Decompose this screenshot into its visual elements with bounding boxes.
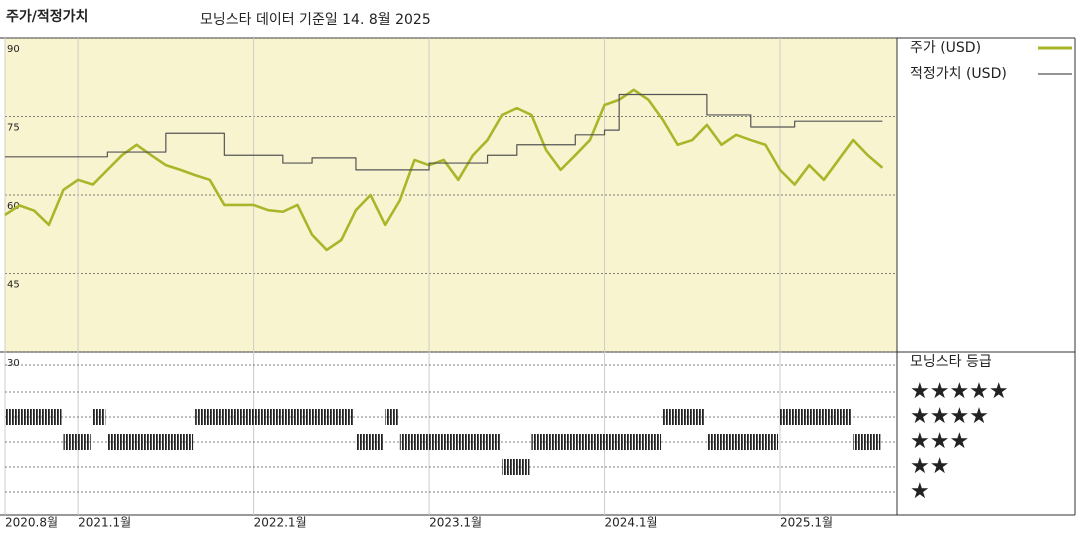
rating-bar: [663, 409, 705, 425]
rating-bar: [195, 409, 354, 425]
rating-bar: [706, 434, 779, 450]
legend-label: 주가 (USD): [910, 40, 981, 56]
x-tick-label: 2023.1월: [429, 516, 482, 530]
chart-subtitle: 모닝스타 데이터 기준일 14. 8월 2025: [200, 12, 431, 28]
rating-bar: [853, 434, 881, 450]
x-tick-label: 2021.1월: [78, 516, 131, 530]
rating-level-label: ★★★★: [910, 404, 989, 429]
y-tick-label: 75: [7, 123, 20, 134]
fair-value-line: [5, 93, 883, 171]
x-tick-label: 2020.8월: [5, 516, 58, 530]
price-line: [4, 88, 884, 252]
rating-bar: [5, 409, 62, 425]
rating-bar: [92, 409, 106, 425]
rating-level-label: ★★★★★: [910, 379, 1009, 404]
rating-bar: [780, 409, 852, 425]
chart-title: 주가/적정가치: [6, 8, 88, 25]
y-tick-label: 90: [7, 44, 20, 55]
rating-bar: [502, 459, 530, 475]
rating-bar: [531, 434, 662, 450]
rating-bar: [399, 434, 501, 450]
x-tick-label: 2025.1월: [780, 516, 833, 530]
rating-level-label: ★★★: [910, 429, 969, 454]
rating-bar: [355, 434, 384, 450]
y-tick-label: 60: [7, 201, 20, 212]
rating-bar: [107, 434, 194, 450]
x-tick-label: 2022.1월: [254, 516, 307, 530]
legend-label: 적정가치 (USD): [910, 66, 1007, 82]
y-tick-label: 30: [7, 358, 20, 369]
x-tick-label: 2024.1월: [605, 516, 658, 530]
rating-bar: [385, 409, 398, 425]
rating-level-label: ★: [910, 479, 930, 504]
y-tick-label: 45: [7, 280, 20, 291]
rating-level-label: ★★: [910, 454, 949, 479]
rating-title: 모닝스타 등급: [910, 354, 992, 370]
rating-bar: [63, 434, 91, 450]
